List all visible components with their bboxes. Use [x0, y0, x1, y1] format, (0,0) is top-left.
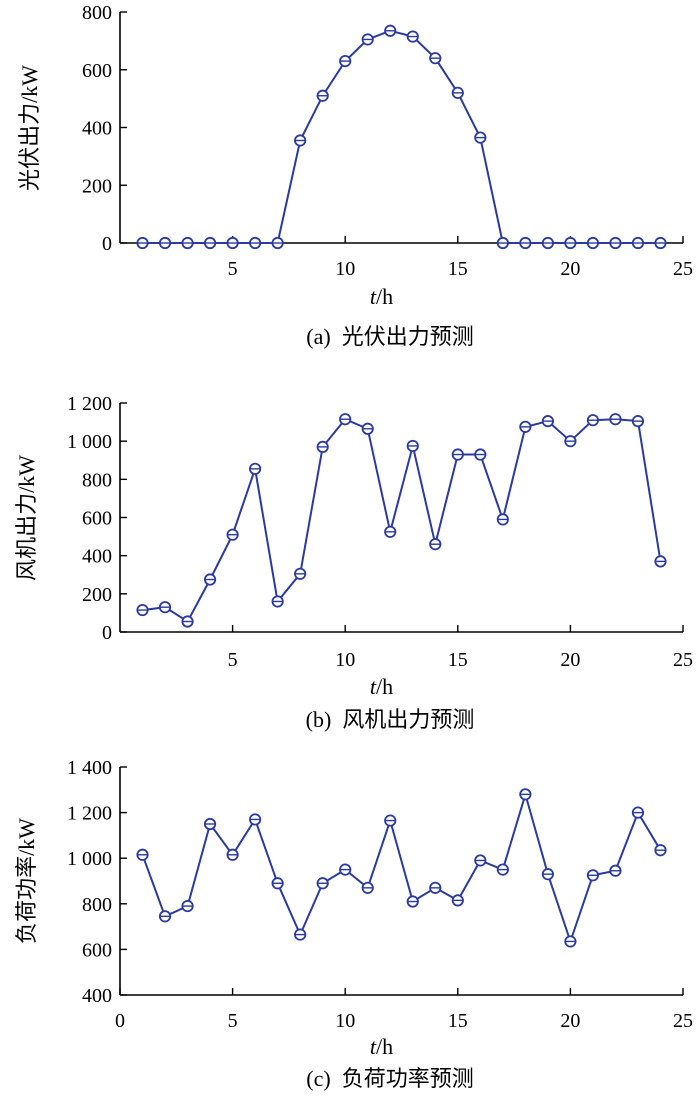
panel-b-wind-output: 0 200 400 600 800 1 000 1 200 5 10 15 20 25 t/h 风机出力/…	[14, 393, 693, 732]
panel-caption: (c) 负荷功率预测	[306, 1066, 473, 1091]
y-tick-label: 800	[82, 469, 112, 491]
y-tick-label: 0	[102, 622, 112, 644]
x-tick-label: 5	[228, 649, 238, 671]
x-tick-label: 20	[560, 649, 580, 671]
x-tick-label: 5	[228, 258, 238, 280]
y-tick-label: 600	[82, 508, 112, 530]
x-tick-label: 20	[560, 1010, 580, 1032]
y-tick-label: 800	[82, 894, 112, 916]
x-tick-label: 10	[335, 649, 355, 671]
y-tick-label: 1 000	[67, 431, 112, 453]
x-tick-label: 5	[228, 1010, 238, 1032]
x-tick-label: 10	[335, 1010, 355, 1032]
y-tick-label: 400	[82, 118, 112, 140]
x-axis-unit: /h	[376, 1034, 393, 1059]
panel-caption: (a) 光伏出力预测	[306, 324, 473, 349]
x-tick-label: 15	[448, 258, 468, 280]
y-tick-label: 1 400	[67, 757, 112, 779]
x-axis-title: t/h	[370, 1034, 393, 1059]
x-axis-variable: t	[370, 1034, 377, 1059]
series-line	[142, 417, 662, 623]
y-tick-label: 400	[82, 546, 112, 568]
panel-caption: (b) 风机出力预测	[306, 707, 475, 732]
y-tick-label: 0	[102, 233, 112, 255]
x-tick-label: 20	[560, 258, 580, 280]
x-tick-label: 15	[448, 1010, 468, 1032]
x-axis-variable: t	[370, 674, 377, 699]
x-axis-unit: /h	[376, 674, 393, 699]
y-tick-label: 200	[82, 175, 112, 197]
y-tick-label: 600	[82, 939, 112, 961]
x-axis-title: t/h	[370, 674, 393, 699]
x-tick-label: 25	[673, 1010, 693, 1032]
series-line	[141, 790, 662, 945]
x-axis-title: t/h	[370, 284, 393, 309]
x-axis-variable: t	[370, 284, 377, 309]
x-axis-unit: /h	[376, 284, 393, 309]
y-tick-label: 1 000	[67, 848, 112, 870]
y-tick-label: 800	[82, 2, 112, 24]
y-axis-title: 光伏出力/kW	[17, 65, 42, 191]
y-tick-label: 1 200	[67, 393, 112, 415]
x-tick-label: 15	[448, 649, 468, 671]
y-axis-title: 负荷功率/kW	[14, 818, 39, 944]
x-tick-label: 0	[115, 1010, 125, 1032]
x-tick-label: 25	[673, 258, 693, 280]
series-line	[142, 29, 661, 244]
y-axis-title: 风机出力/kW	[14, 455, 39, 581]
x-tick-label: 25	[673, 649, 693, 671]
y-tick-label: 600	[82, 60, 112, 82]
x-tick-label: 10	[335, 258, 355, 280]
panel-c-load-power: 400 600 800 1 000 1 200 1 400 0 5 10 15 20 25 t/h 负荷功…	[14, 757, 693, 1091]
y-tick-label: 1 200	[67, 803, 112, 825]
y-tick-label: 400	[82, 985, 112, 1007]
panel-a-pv-output: 0 200 400 600 800 5 10 15 20 25 t/h 光伏出力/kW (a) 光伏出力…	[17, 2, 693, 349]
y-tick-label: 200	[82, 584, 112, 606]
